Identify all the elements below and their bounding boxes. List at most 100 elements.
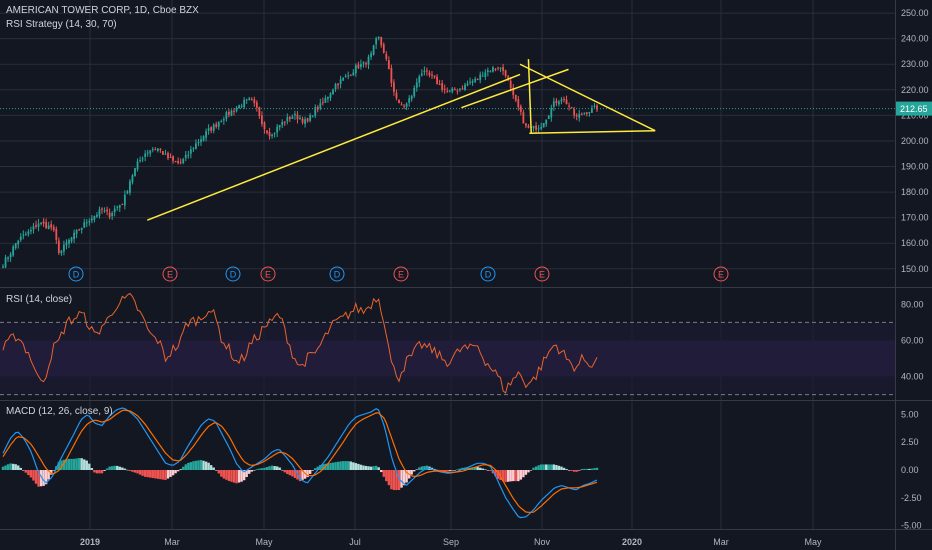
candle-body[interactable] (129, 181, 131, 193)
candle-body[interactable] (197, 141, 200, 143)
candle-body[interactable] (504, 70, 507, 77)
candle-body[interactable] (558, 101, 560, 105)
candle-body[interactable] (357, 64, 360, 69)
candle-body[interactable] (202, 136, 205, 141)
candle-body[interactable] (111, 213, 114, 216)
candle-body[interactable] (405, 103, 408, 107)
price-axes[interactable]: 250.00240.00230.00220.00210.00200.00190.… (80, 8, 932, 547)
candle-body[interactable] (423, 70, 426, 73)
candle-body[interactable] (45, 222, 48, 229)
candle-body[interactable] (309, 115, 312, 121)
candle-body[interactable] (532, 125, 535, 129)
candle-body[interactable] (334, 84, 337, 89)
candle-body[interactable] (30, 229, 32, 232)
candle-body[interactable] (408, 98, 411, 103)
candle-body[interactable] (568, 105, 570, 107)
candle-body[interactable] (189, 149, 192, 154)
candle-body[interactable] (19, 236, 22, 240)
candle-body[interactable] (519, 106, 522, 112)
candle-body[interactable] (281, 122, 284, 125)
candle-body[interactable] (492, 67, 494, 72)
candle-body[interactable] (52, 226, 55, 231)
candle-body[interactable] (349, 74, 352, 76)
candle-body[interactable] (103, 210, 106, 212)
candle-body[interactable] (545, 119, 548, 125)
candle-body[interactable] (400, 104, 403, 106)
candle-body[interactable] (266, 130, 268, 134)
candle-body[interactable] (17, 240, 20, 245)
candle-body[interactable] (139, 159, 141, 161)
candle-body[interactable] (471, 81, 474, 83)
candle-body[interactable] (382, 44, 385, 53)
candle-body[interactable] (278, 125, 281, 128)
candle-body[interactable] (474, 78, 477, 82)
signal-line[interactable] (2, 409, 598, 513)
candle-body[interactable] (73, 232, 75, 239)
dividend-marker[interactable]: D (225, 266, 241, 282)
candle-body[interactable] (113, 208, 116, 213)
candle-body[interactable] (220, 120, 223, 122)
dividend-marker[interactable]: D (480, 266, 496, 282)
candle-body[interactable] (324, 98, 327, 103)
candle-body[interactable] (134, 168, 136, 177)
candle-body[interactable] (75, 230, 78, 234)
candle-body[interactable] (327, 96, 329, 99)
candle-body[interactable] (40, 222, 42, 224)
candle-body[interactable] (228, 111, 230, 115)
rsi-pane[interactable] (2, 292, 598, 394)
candle-body[interactable] (123, 194, 126, 206)
candle-body[interactable] (387, 60, 390, 70)
candle-body[interactable] (512, 87, 515, 95)
macd-line[interactable] (2, 407, 598, 519)
candle-body[interactable] (489, 71, 492, 73)
candle-body[interactable] (418, 76, 421, 83)
candle-body[interactable] (301, 118, 304, 123)
candle-body[interactable] (461, 88, 464, 90)
candle-body[interactable] (187, 154, 190, 156)
candle-body[interactable] (314, 107, 317, 116)
candle-body[interactable] (96, 214, 98, 217)
candle-body[interactable] (250, 99, 253, 101)
candle-body[interactable] (448, 90, 451, 92)
candle-body[interactable] (131, 175, 134, 183)
candle-body[interactable] (248, 98, 251, 100)
candle-body[interactable] (342, 77, 345, 81)
candle-body[interactable] (296, 114, 299, 120)
candle-body[interactable] (2, 266, 4, 268)
candle-body[interactable] (164, 153, 167, 155)
candle-body[interactable] (540, 126, 543, 129)
candle-body[interactable] (192, 148, 195, 150)
candle-body[interactable] (436, 76, 438, 85)
rsi-legend[interactable]: RSI (14, close) (6, 294, 73, 305)
candle-body[interactable] (426, 70, 428, 72)
candle-body[interactable] (162, 151, 164, 155)
candle-body[interactable] (578, 113, 581, 118)
candle-body[interactable] (466, 83, 469, 86)
candle-body[interactable] (420, 73, 423, 76)
candle-body[interactable] (288, 117, 291, 120)
candle-body[interactable] (547, 115, 550, 120)
symbol-title[interactable]: AMERICAN TOWER CORP, 1D, Cboe BZX (6, 5, 199, 16)
candle-body[interactable] (65, 242, 68, 246)
candle-body[interactable] (410, 95, 413, 100)
candle-body[interactable] (78, 229, 81, 231)
candle-body[interactable] (230, 110, 233, 116)
candle-body[interactable] (370, 53, 372, 57)
last-price-badge[interactable]: 212.65 (896, 101, 932, 116)
rsi-line[interactable] (2, 292, 598, 394)
candle-body[interactable] (238, 105, 240, 109)
candle-body[interactable] (222, 119, 225, 121)
candle-body[interactable] (80, 227, 83, 230)
candle-body[interactable] (464, 84, 466, 91)
candle-body[interactable] (527, 125, 530, 128)
candle-body[interactable] (413, 87, 416, 97)
candle-body[interactable] (24, 234, 27, 236)
candle-body[interactable] (570, 106, 573, 108)
candle-body[interactable] (390, 67, 393, 83)
candle-body[interactable] (106, 209, 108, 212)
candle-body[interactable] (273, 133, 276, 135)
candle-body[interactable] (585, 112, 588, 114)
candle-body[interactable] (311, 115, 314, 117)
candle-body[interactable] (200, 139, 202, 143)
earnings-marker[interactable]: E (534, 266, 550, 282)
